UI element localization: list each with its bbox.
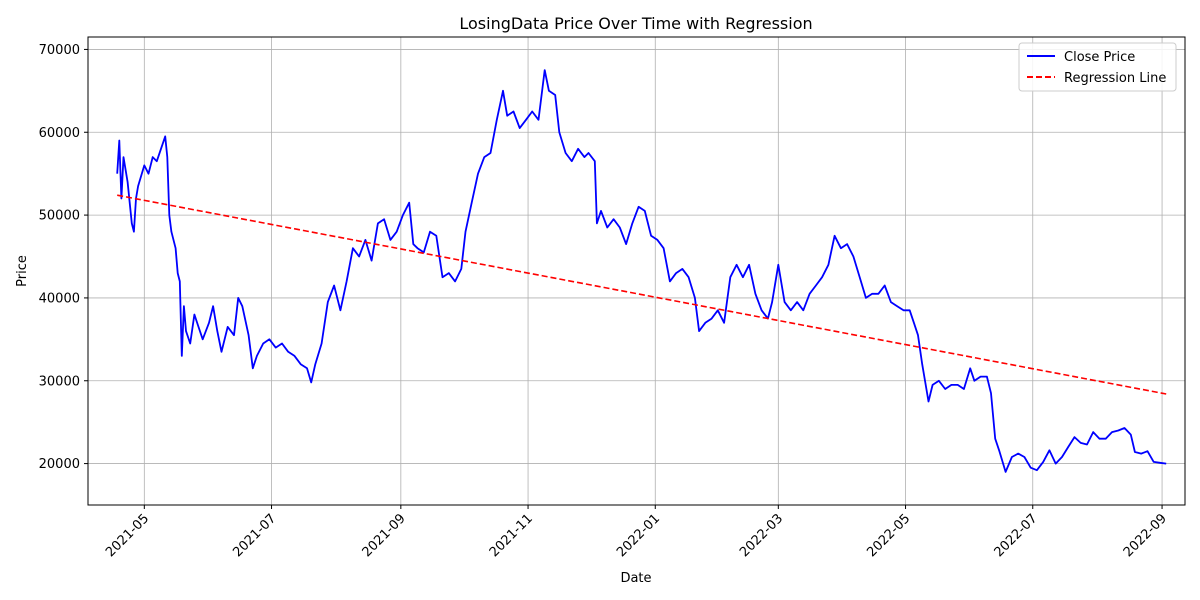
legend-label-regression-line: Regression Line xyxy=(1064,71,1166,86)
axes-frame xyxy=(87,36,1186,506)
grid xyxy=(88,37,1185,505)
y-tick-label: 70000 xyxy=(39,43,80,58)
legend-box xyxy=(1018,42,1177,92)
series-line-regression-line xyxy=(117,194,1167,395)
y-tick-label: 30000 xyxy=(39,374,80,389)
y-axis-label: Price xyxy=(15,255,30,287)
y-tick-label: 40000 xyxy=(39,291,80,306)
y-tick-label: 20000 xyxy=(39,457,80,472)
chart-title: LosingData Price Over Time with Regressi… xyxy=(459,14,812,33)
series-line-close-price xyxy=(116,69,1167,473)
y-tick-label: 60000 xyxy=(39,126,80,141)
x-axis-label: Date xyxy=(620,571,651,586)
plot-area xyxy=(116,69,1167,473)
legend: Close Price Regression Line xyxy=(1018,42,1177,92)
legend-label-close-price: Close Price xyxy=(1064,50,1135,65)
y-tick-label: 50000 xyxy=(39,209,80,224)
